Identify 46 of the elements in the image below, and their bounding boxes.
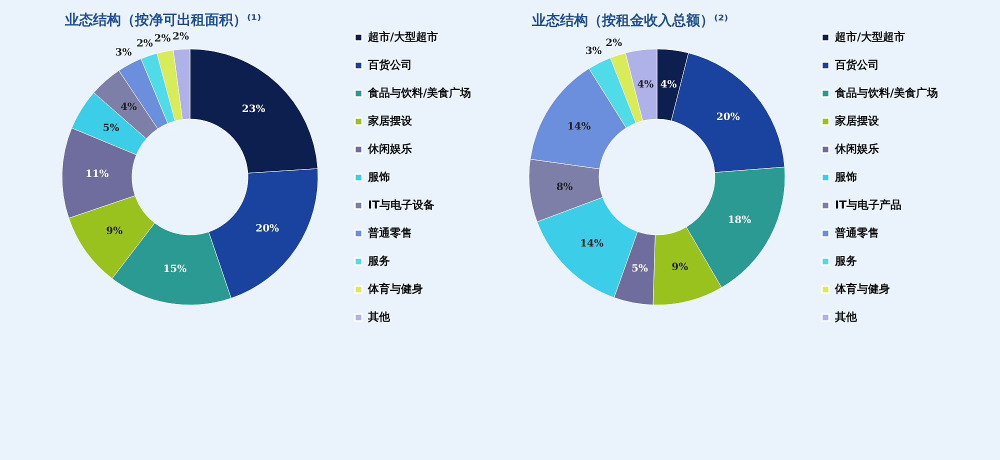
legend-label: 休闲娱乐 — [834, 142, 879, 156]
data-label: 5% — [632, 263, 648, 274]
data-label: 11% — [85, 168, 110, 180]
data-label: 4% — [660, 80, 678, 91]
legend-label: IT与电子产品 — [835, 198, 902, 212]
data-label: 15% — [163, 264, 188, 275]
data-label: 2% — [154, 34, 172, 45]
legend-label: IT与电子设备 — [368, 198, 435, 212]
legend-label: 百货公司 — [834, 58, 879, 72]
legend-label: 体育与健身 — [834, 282, 890, 296]
data-label: 4% — [637, 80, 654, 91]
legend-label: 其他 — [834, 310, 858, 324]
data-label: 3% — [115, 48, 132, 59]
legend-label: 服饰 — [367, 170, 390, 184]
data-label: 9% — [106, 226, 124, 238]
data-label: 2% — [136, 38, 154, 50]
legend-label: 服务 — [367, 254, 390, 268]
data-label: 20% — [716, 112, 740, 124]
data-label: 14% — [580, 238, 604, 250]
legend-label: 家居摆设 — [367, 114, 413, 128]
data-label: 2% — [606, 38, 623, 49]
legend-label: 其他 — [367, 310, 391, 324]
data-label: 5% — [102, 122, 120, 134]
data-label: 3% — [585, 46, 602, 58]
chart-title: 业态结构（按租金收入总额）⁽²⁾ — [531, 12, 728, 29]
chart-title: 业态结构（按净可出租面积）⁽¹⁾ — [64, 12, 262, 28]
data-label: 20% — [256, 224, 280, 235]
legend-label: 食品与饮料/美食广场 — [367, 86, 472, 100]
data-label: 2% — [172, 31, 190, 42]
legend-label: 超市/大型超市 — [367, 30, 438, 44]
data-label: 4% — [120, 102, 138, 114]
legend-label: 食品与饮料/美食广场 — [834, 86, 938, 100]
data-label: 18% — [728, 215, 752, 226]
data-label: 9% — [672, 262, 689, 274]
legend-label: 超市/大型超市 — [834, 30, 906, 44]
legend-label: 休闲娱乐 — [367, 142, 412, 156]
legend-label: 服饰 — [834, 170, 857, 184]
legend-label: 普通零售 — [834, 226, 879, 240]
legend-label: 百货公司 — [367, 58, 412, 72]
data-label: 14% — [567, 121, 592, 132]
data-label: 8% — [556, 182, 574, 194]
legend-label: 普通零售 — [367, 226, 412, 240]
data-label: 23% — [242, 104, 266, 116]
legend-label: 家居摆设 — [834, 114, 880, 128]
legend-label: 服务 — [834, 254, 857, 268]
legend-label: 体育与健身 — [367, 282, 423, 296]
